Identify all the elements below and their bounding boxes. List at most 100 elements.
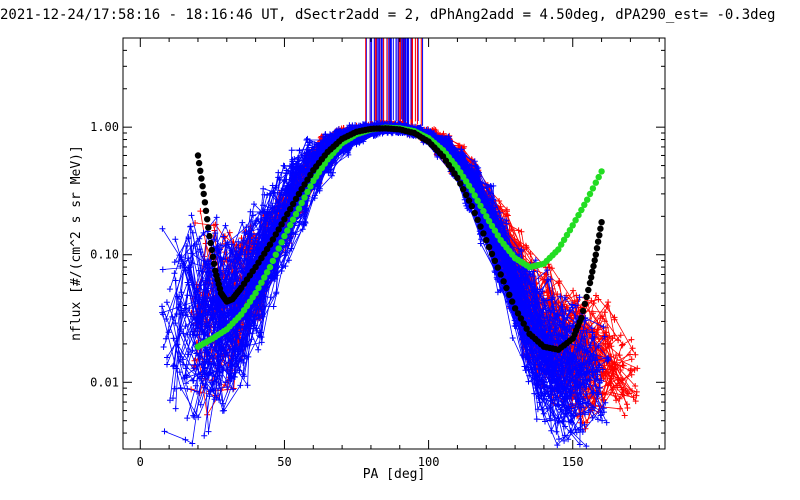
green-fit-point <box>304 188 311 196</box>
black-fit-point <box>454 174 461 182</box>
black-fit-point <box>586 279 594 287</box>
green-fit-point <box>295 205 303 212</box>
green-fit-point <box>592 179 599 186</box>
black-fit-point <box>272 231 279 238</box>
black-fit-point <box>520 320 527 327</box>
y-tick-label: 0.01 <box>90 375 119 389</box>
black-fit-point <box>206 232 213 240</box>
green-fit-point <box>563 231 571 239</box>
green-fit-point <box>558 241 565 248</box>
black-fit-point <box>201 199 209 206</box>
x-tick-label: 50 <box>277 455 291 469</box>
black-fit-point <box>594 238 602 245</box>
green-fit-point <box>281 232 288 240</box>
black-fit-point <box>503 284 510 292</box>
green-fit-point <box>289 216 297 223</box>
green-fit-point <box>575 211 582 219</box>
black-fit-point <box>307 171 314 179</box>
black-fit-point <box>596 232 603 239</box>
black-fit-point <box>590 262 597 270</box>
black-fit-point <box>491 257 499 264</box>
green-fit-point <box>589 185 597 192</box>
x-tick-label: 150 <box>562 455 584 469</box>
black-fit-point <box>198 175 205 182</box>
green-fit-point <box>255 284 262 292</box>
black-fit-point <box>488 250 496 258</box>
green-fit-point <box>572 217 579 224</box>
black-fit-point <box>199 183 206 190</box>
black-fit-point <box>511 305 519 312</box>
green-fit-point <box>555 246 562 253</box>
black-fit-point <box>304 176 311 183</box>
green-fit-point <box>292 210 300 218</box>
black-fit-point <box>210 260 218 267</box>
green-fit-point <box>598 168 605 175</box>
green-fit-point <box>272 251 279 258</box>
green-fit-point <box>263 269 271 276</box>
green-fit-point <box>578 206 585 214</box>
black-fit-point <box>269 236 277 243</box>
y-tick-label: 1.00 <box>90 120 119 134</box>
green-fit-point <box>491 227 499 234</box>
green-fit-point <box>258 279 265 286</box>
black-fit-point <box>474 216 481 223</box>
green-fit-point <box>569 222 576 229</box>
black-fit-point <box>483 237 490 244</box>
black-fit-point <box>281 216 288 223</box>
black-fit-point <box>209 253 217 260</box>
black-fit-point <box>598 219 605 226</box>
black-fit-point <box>523 325 530 332</box>
green-fit-point <box>566 227 574 234</box>
green-fit-point <box>301 194 308 201</box>
black-fit-point <box>581 300 589 308</box>
black-fit-point <box>194 152 202 159</box>
green-fit-point <box>474 197 481 204</box>
black-fit-point <box>485 243 493 251</box>
black-fit-point <box>591 257 598 264</box>
black-fit-point <box>465 197 473 204</box>
black-fit-point <box>578 314 585 322</box>
chart-title: 2021-12-24/17:58:16 - 18:16:46 UT, dSect… <box>0 7 775 23</box>
black-fit-point <box>588 274 595 281</box>
green-fit-point <box>261 274 268 281</box>
black-fit-point <box>208 246 215 254</box>
green-fit-point <box>468 187 475 194</box>
green-fit-point <box>581 201 588 208</box>
green-fit-point <box>584 196 591 203</box>
fit-curves <box>194 124 605 353</box>
green-fit-point <box>595 173 602 181</box>
black-fit-point <box>592 251 599 258</box>
black-fit-point <box>589 268 596 275</box>
green-fit-point <box>275 245 282 252</box>
black-fit-point <box>471 209 478 217</box>
black-fit-point <box>517 315 525 322</box>
green-fit-point <box>278 239 285 246</box>
axes: 0 50 100 150 0.01 0.10 1.00 <box>90 37 665 469</box>
black-fit-point <box>597 225 604 232</box>
black-fit-point <box>289 200 297 208</box>
x-axis-label: PA [deg] <box>363 467 426 482</box>
black-fit-point <box>506 291 513 298</box>
black-fit-point <box>500 278 507 285</box>
black-fit-point <box>494 264 501 271</box>
black-fit-point <box>292 195 300 203</box>
black-fit-point <box>480 230 487 237</box>
black-fit-point <box>204 216 211 223</box>
green-fit-point <box>284 227 291 234</box>
black-fit-point <box>207 239 214 247</box>
green-fit-point <box>494 232 501 239</box>
black-fit-point <box>514 310 522 317</box>
black-fit-point <box>287 205 294 213</box>
green-fit-point <box>298 199 305 207</box>
black-fit-point <box>579 307 587 315</box>
black-fit-point <box>583 293 590 301</box>
x-tick-label: 100 <box>418 455 440 469</box>
green-fit-point <box>488 222 496 230</box>
black-fit-point <box>298 185 305 193</box>
green-fit-point <box>287 221 294 229</box>
black-fit-point <box>497 271 504 278</box>
data-traces <box>159 38 641 449</box>
plot-frame <box>122 37 666 450</box>
black-fit-point <box>195 159 203 167</box>
